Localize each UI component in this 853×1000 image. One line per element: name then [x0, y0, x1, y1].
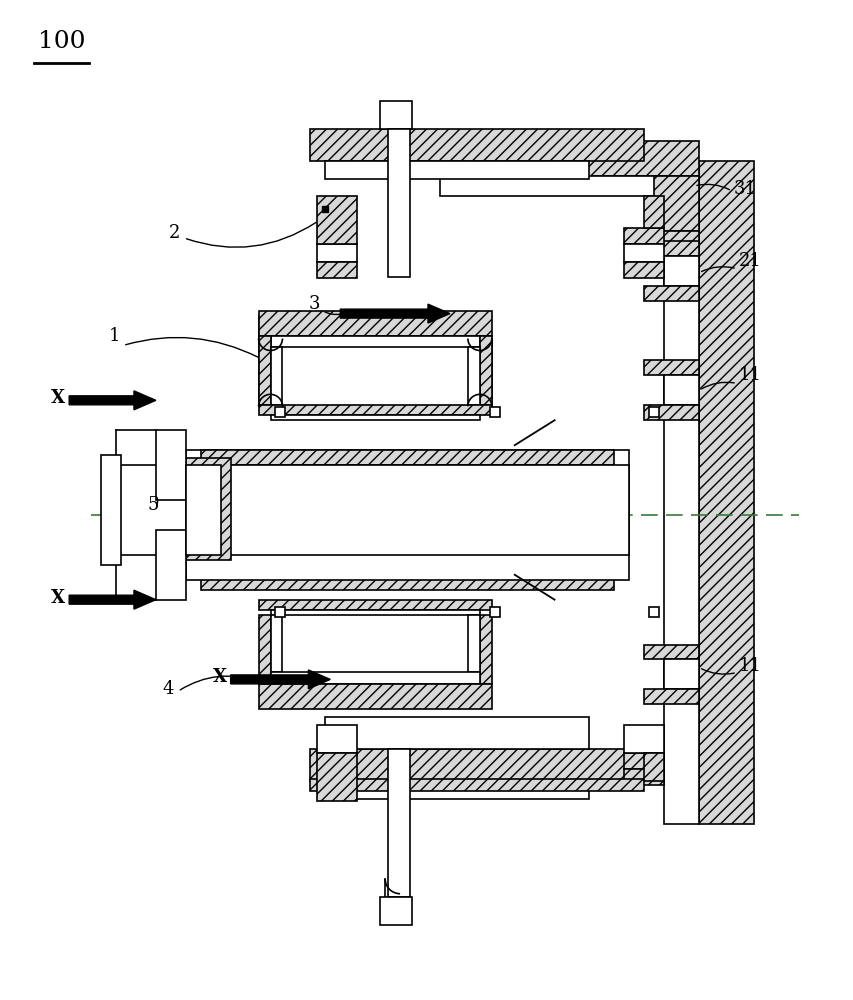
Bar	[648, 607, 659, 617]
FancyArrow shape	[339, 304, 450, 323]
Bar	[643, 689, 699, 704]
Bar	[439, 176, 664, 196]
Bar	[699, 161, 753, 824]
Bar	[270, 415, 479, 420]
Bar	[186, 515, 629, 580]
FancyArrow shape	[69, 590, 156, 609]
Bar	[664, 659, 699, 689]
Bar	[317, 262, 357, 278]
Bar	[186, 450, 629, 515]
Bar	[310, 749, 643, 781]
Bar	[624, 725, 664, 753]
Bar	[258, 316, 308, 339]
Text: X: X	[51, 589, 66, 607]
Bar	[624, 244, 664, 262]
Bar	[325, 781, 589, 799]
Bar	[467, 615, 479, 672]
Bar	[270, 610, 479, 615]
Bar	[469, 339, 491, 406]
Bar	[156, 430, 186, 500]
Bar	[317, 244, 357, 262]
Bar	[380, 897, 411, 925]
Bar	[270, 347, 282, 405]
FancyArrow shape	[69, 391, 156, 410]
Bar	[258, 405, 491, 415]
Bar	[270, 615, 282, 672]
Bar	[101, 455, 121, 565]
Bar	[380, 101, 411, 129]
Bar	[276, 407, 285, 417]
Text: 5: 5	[148, 496, 160, 514]
Bar	[156, 530, 186, 600]
Bar	[490, 607, 499, 617]
Text: 31: 31	[733, 180, 756, 198]
Bar	[430, 141, 699, 176]
Bar	[325, 161, 589, 179]
Text: 11: 11	[738, 657, 761, 675]
Bar	[276, 607, 285, 617]
Bar	[648, 407, 659, 417]
Bar	[200, 450, 613, 465]
Bar	[643, 196, 664, 228]
Bar	[479, 615, 491, 684]
Bar	[653, 231, 699, 251]
Bar	[310, 779, 643, 791]
Bar	[317, 753, 357, 801]
Bar	[624, 769, 664, 785]
Bar	[270, 672, 479, 684]
Text: 2: 2	[169, 224, 180, 242]
Bar	[280, 316, 310, 339]
Bar	[643, 405, 699, 420]
Bar	[420, 316, 469, 339]
Bar	[643, 645, 699, 659]
Text: X: X	[51, 389, 66, 407]
Bar	[310, 129, 643, 161]
Bar	[325, 717, 589, 749]
Text: 21: 21	[738, 252, 761, 270]
Bar	[643, 286, 699, 301]
Bar	[664, 375, 699, 405]
Text: 1: 1	[109, 327, 120, 345]
Bar	[643, 241, 699, 256]
Bar	[643, 753, 664, 781]
Bar	[258, 615, 270, 684]
Bar	[258, 311, 491, 336]
Bar	[270, 339, 479, 406]
Bar	[479, 336, 491, 405]
Bar	[653, 176, 699, 231]
Bar	[490, 407, 499, 417]
Bar	[190, 465, 629, 555]
Text: X: X	[212, 668, 227, 686]
Bar	[186, 465, 220, 555]
Bar	[116, 465, 190, 555]
Bar	[624, 228, 664, 244]
Bar	[258, 600, 491, 610]
Bar	[258, 684, 491, 709]
Text: 3: 3	[308, 295, 320, 313]
Text: 4: 4	[163, 680, 174, 698]
Bar	[270, 336, 479, 347]
Bar	[387, 749, 409, 897]
Bar	[186, 458, 230, 560]
Bar	[317, 725, 357, 753]
Bar	[624, 753, 664, 769]
Bar	[270, 316, 479, 339]
Text: 100: 100	[38, 30, 85, 53]
Bar	[387, 129, 409, 277]
Bar	[643, 360, 699, 375]
Bar	[624, 262, 664, 278]
Bar	[258, 339, 280, 406]
Bar	[258, 336, 270, 405]
Bar	[280, 339, 330, 406]
Bar	[317, 196, 357, 244]
Bar	[200, 575, 613, 590]
FancyArrow shape	[230, 670, 330, 689]
Bar	[664, 161, 699, 824]
Bar	[467, 347, 479, 405]
Text: 11: 11	[738, 366, 761, 384]
Bar	[664, 256, 699, 286]
